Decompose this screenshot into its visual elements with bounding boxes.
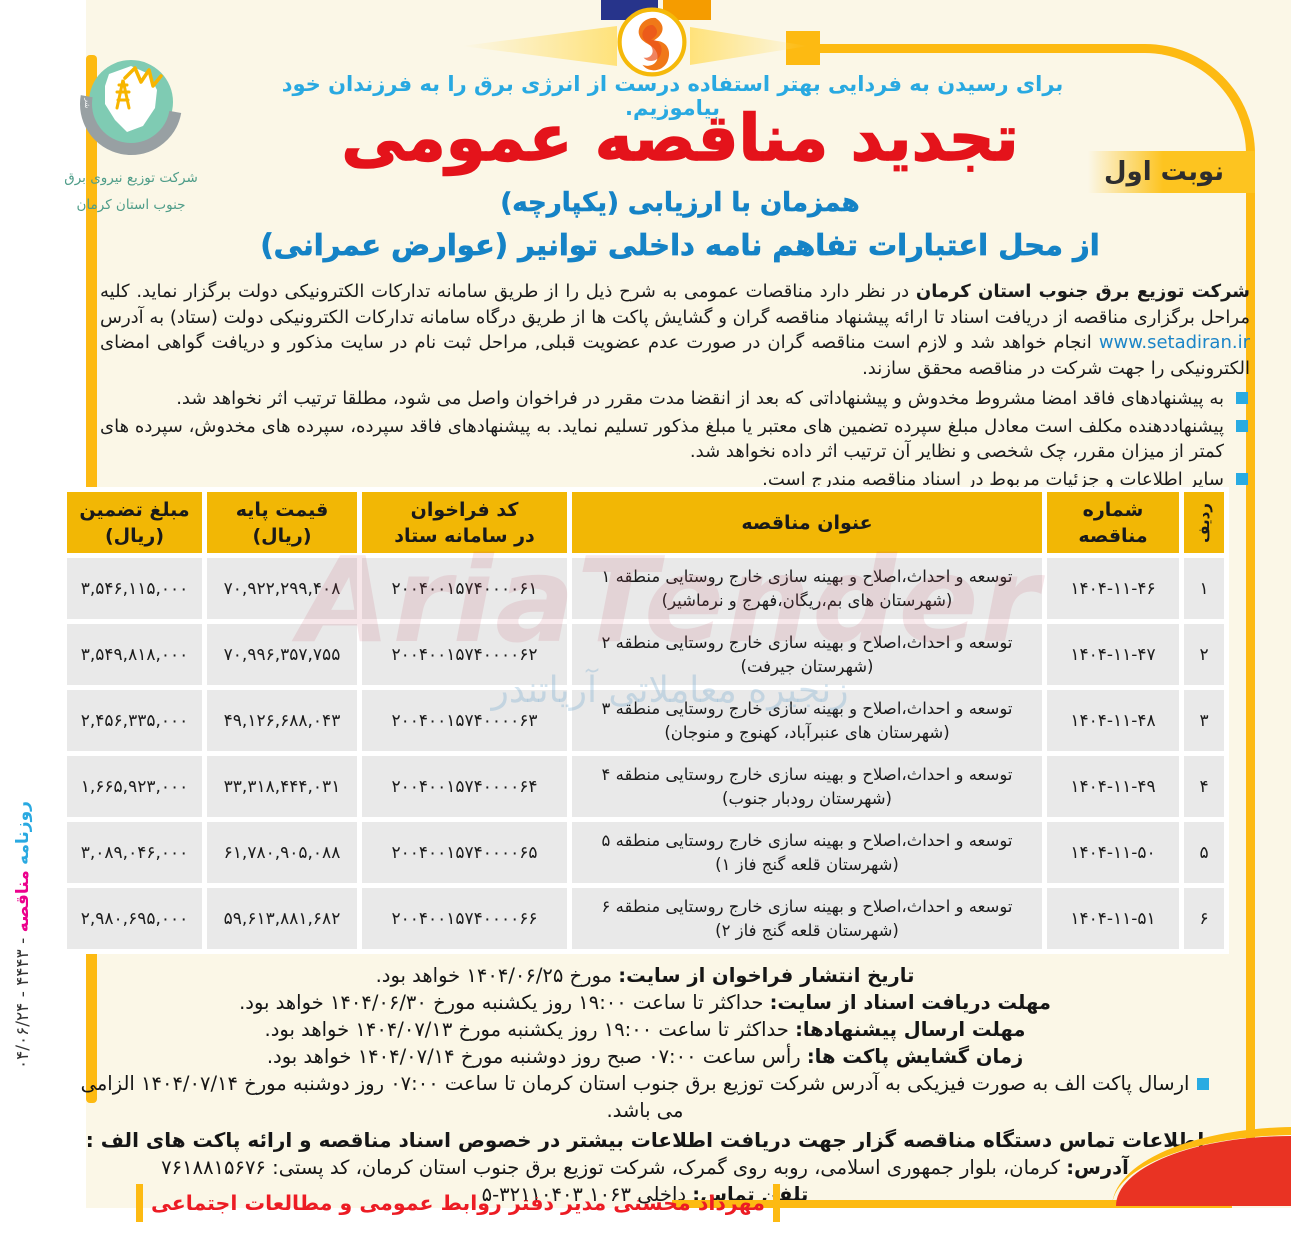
- note-text: پیشنهاددهنده مکلف است معادل مبلغ سپرده ت…: [100, 415, 1224, 463]
- contact-heading: اطلاعات تماس دستگاه مناقصه گزار جهت دریا…: [85, 1128, 1205, 1152]
- base-price: ۳۳,۳۱۸,۴۴۴,۰۳۱: [207, 756, 357, 817]
- notice-title: تجدید مناقصه عمومی: [341, 101, 1021, 176]
- tender-title: توسعه و احداث،اصلاح و بهینه سازی خارج رو…: [572, 888, 1042, 949]
- list-item: سایر اطلاعات و جزئیات مربوط در اسناد منا…: [100, 467, 1250, 493]
- schedule-details: تاریخ انتشار فراخوان از سایت: مورخ ۱۴۰۴/…: [70, 962, 1220, 1208]
- company-name-lead: شرکت توزیع برق جنوب استان کرمان: [915, 281, 1250, 302]
- row-no: ۳: [1184, 690, 1224, 751]
- guarantee-amount: ۳,۰۸۹,۰۴۶,۰۰۰: [67, 822, 202, 883]
- signature-block: مهرداد محسنی مدیر دفتر روابط عمومی و مطا…: [128, 1184, 788, 1222]
- intro-paragraph: شرکت توزیع برق جنوب استان کرمان در نظر د…: [100, 279, 1250, 381]
- tender-title: توسعه و احداث،اصلاح و بهینه سازی خارج رو…: [572, 558, 1042, 619]
- notice-subtitle-evaluation: همزمان با ارزیابی (یکپارچه): [500, 188, 860, 219]
- column-header-code: کد فراخوان در سامانه ستاد: [362, 492, 567, 553]
- row-no: ۲: [1184, 624, 1224, 685]
- guarantee-amount: ۱,۶۶۵,۹۲۳,۰۰۰: [67, 756, 202, 817]
- column-header-guarantee: مبلغ تضمین (ریال): [67, 492, 202, 553]
- tender-no: ۱۴۰۴-۱۱-۴۹: [1047, 756, 1179, 817]
- document-deadline-line: مهلت دریافت اسناد از سایت: حداکثر تا ساع…: [239, 991, 1051, 1014]
- tenders-table: ردیف شماره مناقصه عنوان مناقصه کد فراخوا…: [62, 487, 1229, 954]
- company-logo-icon: شرکت توزیع نیروی برق جنوب استان کرمان: [69, 50, 182, 155]
- call-code: ۲۰۰۴۰۰۱۵۷۴۰۰۰۰۶۶: [362, 888, 567, 949]
- tender-title: توسعه و احداث،اصلاح و بهینه سازی خارج رو…: [572, 822, 1042, 883]
- intro-text-2: انجام خواهد شد و لازم است مناقصه گران در…: [100, 332, 1250, 379]
- list-item: پیشنهاددهنده مکلف است معادل مبلغ سپرده ت…: [100, 414, 1250, 465]
- guarantee-amount: ۲,۴۵۶,۳۳۵,۰۰۰: [67, 690, 202, 751]
- signature-tick-right: [136, 1184, 143, 1222]
- base-price: ۴۹,۱۲۶,۶۸۸,۰۴۳: [207, 690, 357, 751]
- newspaper-name: روزنامه: [13, 801, 33, 865]
- list-item: به پیشنهادهای فاقد امضا مشروط مخدوش و پی…: [100, 386, 1250, 412]
- electricity-flame-icon: [616, 6, 688, 78]
- column-header-tender-no: شماره مناقصه: [1047, 492, 1179, 553]
- guarantee-amount: ۲,۹۸۰,۶۹۵,۰۰۰: [67, 888, 202, 949]
- tender-no: ۱۴۰۴-۱۱-۴۸: [1047, 690, 1179, 751]
- call-code: ۲۰۰۴۰۰۱۵۷۴۰۰۰۰۶۴: [362, 756, 567, 817]
- square-bullet-icon: [1236, 392, 1248, 404]
- square-bullet-icon: [1236, 472, 1248, 485]
- signature-tick-left: [772, 1184, 780, 1222]
- call-code: ۲۰۰۴۰۰۱۵۷۴۰۰۰۰۶۲: [362, 624, 567, 685]
- row-no: ۴: [1184, 756, 1224, 817]
- company-logo: شرکت توزیع نیروی برق جنوب استان کرمان شر…: [56, 50, 206, 218]
- top-orange-flag: [663, 0, 711, 20]
- tender-no: ۱۴۰۴-۱۱-۵۰: [1047, 822, 1179, 883]
- call-code: ۲۰۰۴۰۰۱۵۷۴۰۰۰۰۶۱: [362, 558, 567, 619]
- frame-right-bar: [1246, 330, 1255, 1152]
- guarantee-amount: ۳,۵۴۶,۱۱۵,۰۰۰: [67, 558, 202, 619]
- intro-section: شرکت توزیع برق جنوب استان کرمان در نظر د…: [100, 279, 1250, 492]
- guarantee-amount: ۳,۵۴۹,۸۱۸,۰۰۰: [67, 624, 202, 685]
- column-header-row-no: ردیف: [1184, 492, 1224, 553]
- call-code: ۲۰۰۴۰۰۱۵۷۴۰۰۰۰۶۵: [362, 822, 567, 883]
- newspaper-brand: مناقصه: [13, 870, 33, 933]
- column-header-title: عنوان مناقصه: [572, 492, 1042, 553]
- tender-title: توسعه و احداث،اصلاح و بهینه سازی خارج رو…: [572, 756, 1042, 817]
- issue-and-date: - ۴۴۴۳ - ۰۴/۰۶/۲۴: [13, 937, 33, 1069]
- column-header-base-price: قیمت پایه (ریال): [207, 492, 357, 553]
- tender-no: ۱۴۰۴-۱۱-۴۷: [1047, 624, 1179, 685]
- newspaper-side-caption: روزنامه مناقصه - ۴۴۴۳ - ۰۴/۰۶/۲۴: [13, 765, 43, 1105]
- intro-text-1: در نظر دارد مناقصات عمومی به شرح ذیل را …: [100, 281, 1250, 328]
- call-code: ۲۰۰۴۰۰۱۵۷۴۰۰۰۰۶۳: [362, 690, 567, 751]
- opening-time-line: زمان گشایش پاکت ها: رأس ساعت ۰۷:۰۰ صبح ر…: [266, 1045, 1024, 1068]
- square-bullet-icon: [1236, 419, 1248, 432]
- company-name-line2: جنوب استان کرمان: [76, 197, 186, 213]
- address-line: آدرس: کرمان، بلوار جمهوری اسلامی، روبه ر…: [161, 1156, 1129, 1179]
- notice-subtitle-funding: از محل اعتبارات تفاهم نامه داخلی توانیر …: [260, 228, 1100, 263]
- signature-text: مهرداد محسنی مدیر دفتر روابط عمومی و مطا…: [151, 1191, 765, 1215]
- setadiran-link[interactable]: www.setadiran.ir: [1098, 332, 1250, 353]
- tender-no: ۱۴۰۴-۱۱-۵۱: [1047, 888, 1179, 949]
- publication-round-badge: نوبت اول: [1088, 151, 1255, 193]
- proposal-deadline-line: مهلت ارسال پیشنهادها: حداکثر تا ساعت ۱۹:…: [264, 1018, 1026, 1041]
- publish-date-line: تاریخ انتشار فراخوان از سایت: مورخ ۱۴۰۴/…: [375, 964, 915, 987]
- frame-top-right-corner: [806, 44, 1255, 344]
- row-no: ۶: [1184, 888, 1224, 949]
- packet-delivery-note: ارسال پاکت الف به صورت فیزیکی به آدرس شر…: [70, 1070, 1220, 1124]
- company-name-line1: شرکت توزیع نیروی برق: [64, 170, 198, 186]
- note-text: سایر اطلاعات و جزئیات مربوط در اسناد منا…: [762, 468, 1224, 490]
- base-price: ۵۹,۶۱۳,۸۸۱,۶۸۲: [207, 888, 357, 949]
- base-price: ۶۱,۷۸۰,۹۰۵,۰۸۸: [207, 822, 357, 883]
- footer-rule: [672, 1200, 1232, 1208]
- note-text: به پیشنهادهای فاقد امضا مشروط مخدوش و پی…: [176, 388, 1224, 409]
- notes-list: به پیشنهادهای فاقد امضا مشروط مخدوش و پی…: [100, 386, 1250, 492]
- energy-slogan: برای رسیدن به فردایی بهتر استفاده درست ا…: [281, 72, 1064, 120]
- tender-title: توسعه و احداث،اصلاح و بهینه سازی خارج رو…: [572, 690, 1042, 751]
- square-bullet-icon: [1197, 1078, 1210, 1090]
- tender-no: ۱۴۰۴-۱۱-۴۶: [1047, 558, 1179, 619]
- tender-title: توسعه و احداث،اصلاح و بهینه سازی خارج رو…: [572, 624, 1042, 685]
- base-price: ۷۰,۹۲۲,۲۹۹,۴۰۸: [207, 558, 357, 619]
- row-no: ۱: [1184, 558, 1224, 619]
- row-no: ۵: [1184, 822, 1224, 883]
- base-price: ۷۰,۹۹۶,۳۵۷,۷۵۵: [207, 624, 357, 685]
